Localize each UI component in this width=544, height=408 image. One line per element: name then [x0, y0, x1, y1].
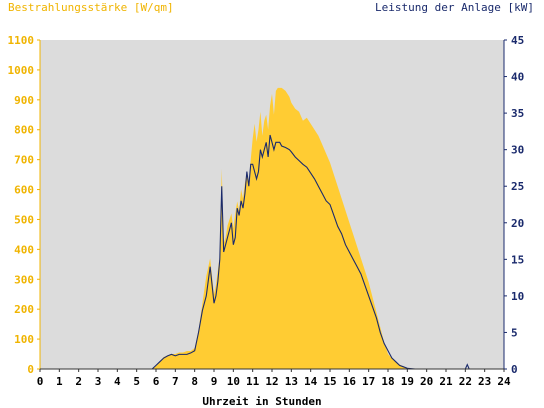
- x-tick-label: 16: [343, 375, 357, 388]
- left-axis-ticks: 0 100 200 300 400 500 600 700 800 900 1000 1100: [8, 34, 40, 376]
- right-tick-label: 5: [511, 326, 518, 339]
- left-tick-label: 1100: [8, 34, 35, 47]
- right-tick-label: 45: [511, 34, 524, 47]
- x-tick-label: 9: [211, 375, 218, 388]
- x-tick-label: 22: [459, 375, 472, 388]
- left-tick-label: 900: [14, 94, 34, 107]
- x-tick-label: 23: [478, 375, 491, 388]
- x-tick-label: 20: [420, 375, 433, 388]
- x-tick-label: 6: [153, 375, 160, 388]
- x-tick-label: 15: [323, 375, 336, 388]
- right-tick-label: 0: [511, 363, 518, 376]
- left-tick-label: 100: [14, 333, 34, 346]
- x-tick-label: 18: [381, 375, 394, 388]
- irradiance-area: [40, 87, 504, 369]
- left-tick-label: 400: [14, 243, 34, 256]
- right-axis-ticks: 0 5 10 15 20 25 30 35 40 45: [504, 34, 524, 376]
- right-axis-title: Leistung der Anlage [kW]: [375, 1, 534, 14]
- power-line: [40, 134, 504, 370]
- x-tick-label: 1: [56, 375, 63, 388]
- x-tick-label: 12: [265, 375, 278, 388]
- right-tick-label: 30: [511, 144, 524, 157]
- right-tick-label: 10: [511, 290, 524, 303]
- x-tick-label: 5: [133, 375, 140, 388]
- x-axis-ticks: 0 1 2 3 4 5 6 7 8 9 10 11 12 13 14 15 16 17 18 19 20 21 22 23 24: [37, 369, 511, 388]
- x-tick-label: 0: [37, 375, 44, 388]
- left-tick-label: 300: [14, 273, 34, 286]
- x-tick-label: 14: [304, 375, 318, 388]
- left-tick-label: 800: [14, 124, 34, 137]
- left-tick-label: 700: [14, 154, 34, 167]
- x-tick-label: 19: [401, 375, 414, 388]
- left-tick-label: 500: [14, 213, 34, 226]
- right-tick-label: 25: [511, 180, 524, 193]
- x-tick-label: 7: [172, 375, 179, 388]
- x-tick-label: 3: [95, 375, 102, 388]
- x-tick-label: 4: [114, 375, 121, 388]
- left-tick-label: 0: [27, 363, 34, 376]
- series-layer: [40, 87, 504, 370]
- right-tick-label: 35: [511, 107, 524, 120]
- x-tick-label: 13: [285, 375, 298, 388]
- left-tick-label: 600: [14, 184, 34, 197]
- left-tick-label: 1000: [8, 64, 35, 77]
- x-tick-label: 10: [227, 375, 240, 388]
- right-tick-label: 40: [511, 71, 524, 84]
- right-tick-label: 20: [511, 217, 524, 230]
- left-tick-label: 200: [14, 303, 34, 316]
- x-tick-label: 11: [246, 375, 260, 388]
- x-tick-label: 17: [362, 375, 375, 388]
- x-axis-title: Uhrzeit in Stunden: [202, 395, 321, 408]
- left-axis-title: Bestrahlungsstärke [W/qm]: [8, 1, 174, 14]
- x-tick-label: 8: [191, 375, 198, 388]
- right-tick-label: 15: [511, 253, 524, 266]
- x-tick-label: 24: [497, 375, 511, 388]
- x-tick-label: 2: [75, 375, 82, 388]
- x-tick-label: 21: [439, 375, 453, 388]
